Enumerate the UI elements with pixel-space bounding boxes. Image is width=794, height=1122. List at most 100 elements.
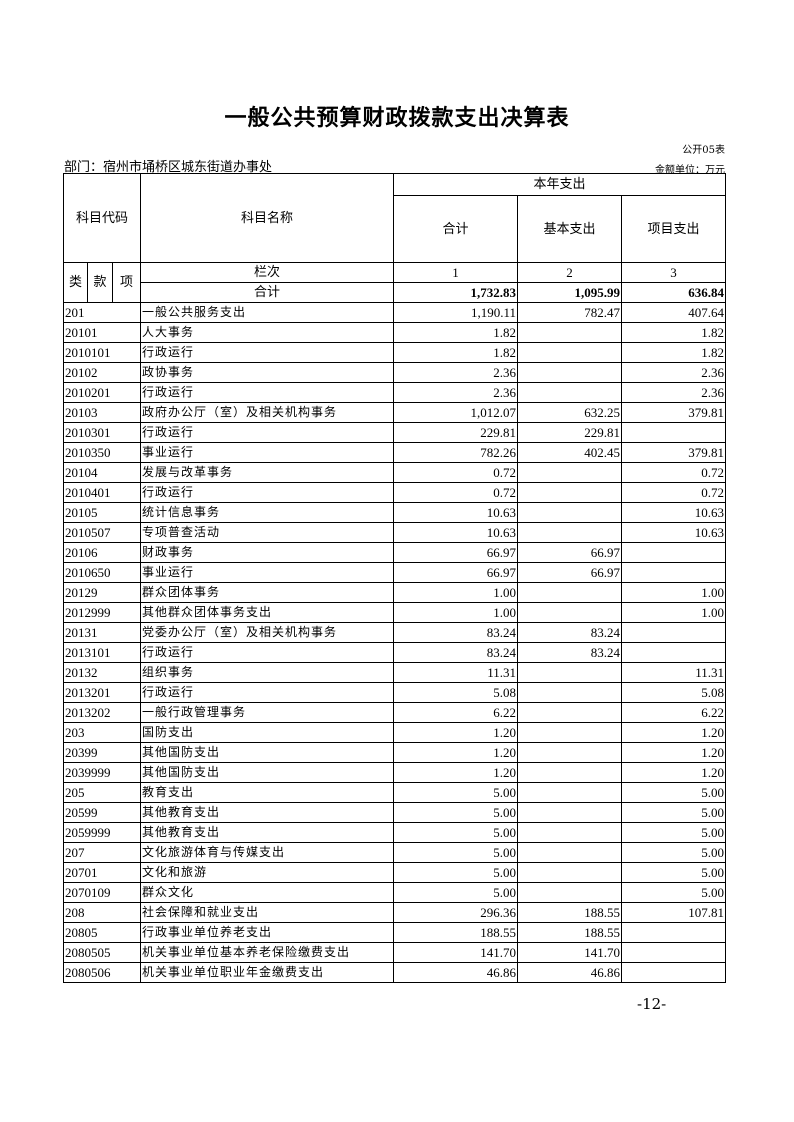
table-row: 2010507 专项普查活动 10.63 10.63 (63, 522, 726, 543)
row-name: 文化和旅游 (140, 862, 394, 883)
table-row: 2013101 行政运行 83.24 83.24 (63, 642, 726, 663)
table-row: 2013201 行政运行 5.08 5.08 (63, 682, 726, 703)
row-total: 1.00 (393, 602, 518, 623)
header-current-year: 本年支出 (393, 173, 726, 196)
table-row: 208 社会保障和就业支出 296.36 188.55 107.81 (63, 902, 726, 923)
row-name: 财政事务 (140, 542, 394, 563)
row-project: 1.00 (621, 582, 726, 603)
table-row: 20701 文化和旅游 5.00 5.00 (63, 862, 726, 883)
row-code: 2080506 (63, 962, 141, 983)
row-code: 20805 (63, 922, 141, 943)
page-number: -12- (637, 995, 667, 1013)
row-basic (517, 682, 622, 703)
row-basic (517, 842, 622, 863)
row-basic (517, 702, 622, 723)
table-row: 2010101 行政运行 1.82 1.82 (63, 342, 726, 363)
row-basic: 229.81 (517, 422, 622, 443)
row-project: 5.00 (621, 882, 726, 903)
row-total: 6.22 (393, 702, 518, 723)
row-basic (517, 602, 622, 623)
row-name: 其他国防支出 (140, 742, 394, 763)
row-project: 1.20 (621, 722, 726, 743)
header-code: 科目代码 (63, 173, 141, 263)
row-basic: 46.86 (517, 962, 622, 983)
department-label: 部门：宿州市埇桥区城东街道办事处 (64, 160, 273, 175)
row-total: 188.55 (393, 922, 518, 943)
row-basic (517, 362, 622, 383)
row-code: 20104 (63, 462, 141, 483)
row-total: 5.00 (393, 802, 518, 823)
row-total: 296.36 (393, 902, 518, 923)
row-total: 141.70 (393, 942, 518, 963)
row-project (621, 542, 726, 563)
row-project: 1.82 (621, 322, 726, 343)
row-total: 10.63 (393, 502, 518, 523)
row-basic: 782.47 (517, 302, 622, 323)
row-code: 203 (63, 722, 141, 743)
row-name: 行政运行 (140, 382, 394, 403)
header-kuan: 款 (87, 262, 113, 303)
row-project: 1.20 (621, 742, 726, 763)
row-name: 一般行政管理事务 (140, 702, 394, 723)
row-project (621, 962, 726, 983)
row-basic: 188.55 (517, 922, 622, 943)
table-number: 公开05表 (682, 145, 725, 156)
row-total: 5.00 (393, 782, 518, 803)
table-row: 2059999 其他教育支出 5.00 5.00 (63, 822, 726, 843)
table-row: 20805 行政事业单位养老支出 188.55 188.55 (63, 922, 726, 943)
col-index-2: 2 (517, 262, 622, 283)
row-project (621, 562, 726, 583)
table-row: 20103 政府办公厅（室）及相关机构事务 1,012.07 632.25 379.81 (63, 402, 726, 423)
row-name: 发展与改革事务 (140, 462, 394, 483)
row-project: 5.00 (621, 822, 726, 843)
row-code: 20101 (63, 322, 141, 343)
row-project: 2.36 (621, 362, 726, 383)
row-name: 行政运行 (140, 422, 394, 443)
row-basic: 83.24 (517, 642, 622, 663)
table-row: 20102 政协事务 2.36 2.36 (63, 362, 726, 383)
row-code: 2010301 (63, 422, 141, 443)
col-index-1: 1 (393, 262, 518, 283)
row-project: 5.00 (621, 842, 726, 863)
row-code: 201 (63, 302, 141, 323)
row-code: 2010101 (63, 342, 141, 363)
row-name: 组织事务 (140, 662, 394, 683)
header-lei: 类 (63, 262, 88, 303)
row-name: 群众文化 (140, 882, 394, 903)
row-basic (517, 822, 622, 843)
row-code: 20105 (63, 502, 141, 523)
row-basic: 188.55 (517, 902, 622, 923)
row-basic: 632.25 (517, 402, 622, 423)
sum-label: 合计 (140, 282, 394, 303)
row-project: 379.81 (621, 442, 726, 463)
row-total: 66.97 (393, 542, 518, 563)
table-row: 201 一般公共服务支出 1,190.11 782.47 407.64 (63, 302, 726, 323)
table-row: 2070109 群众文化 5.00 5.00 (63, 882, 726, 903)
row-total: 229.81 (393, 422, 518, 443)
table-row: 207 文化旅游体育与传媒支出 5.00 5.00 (63, 842, 726, 863)
row-basic (517, 582, 622, 603)
header-project: 项目支出 (621, 195, 726, 263)
table-row: 20399 其他国防支出 1.20 1.20 (63, 742, 726, 763)
row-basic (517, 662, 622, 683)
row-total: 5.08 (393, 682, 518, 703)
row-code: 208 (63, 902, 141, 923)
row-project: 5.00 (621, 862, 726, 883)
row-name: 行政运行 (140, 482, 394, 503)
row-basic (517, 342, 622, 363)
row-code: 2070109 (63, 882, 141, 903)
row-total: 2.36 (393, 382, 518, 403)
row-project: 1.00 (621, 602, 726, 623)
row-total: 83.24 (393, 642, 518, 663)
expenditure-table: 科目代码 科目名称 本年支出 合计 基本支出 项目支出 类 款 项 栏次 1 2… (63, 173, 726, 983)
header-basic: 基本支出 (517, 195, 622, 263)
table-row: 20599 其他教育支出 5.00 5.00 (63, 802, 726, 823)
row-name: 国防支出 (140, 722, 394, 743)
row-project: 11.31 (621, 662, 726, 683)
row-basic (517, 522, 622, 543)
row-name: 政协事务 (140, 362, 394, 383)
row-basic (517, 382, 622, 403)
row-code: 20106 (63, 542, 141, 563)
row-project: 10.63 (621, 522, 726, 543)
row-name: 事业运行 (140, 442, 394, 463)
